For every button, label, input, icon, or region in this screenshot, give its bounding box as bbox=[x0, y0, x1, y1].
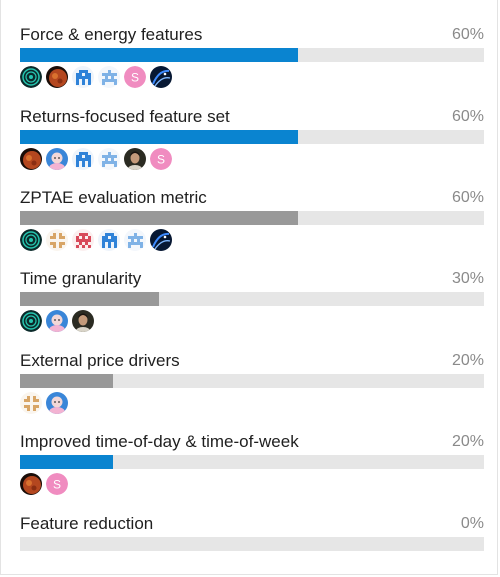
pixel-blue-avatar[interactable] bbox=[72, 66, 94, 88]
poll-option[interactable]: ZPTAE evaluation metric 60% bbox=[20, 187, 484, 251]
pixel-tan-avatar[interactable] bbox=[20, 392, 42, 414]
pixel-blue-avatar[interactable] bbox=[72, 148, 94, 170]
poll-option-label: ZPTAE evaluation metric bbox=[20, 188, 207, 207]
voter-avatars: S bbox=[20, 148, 172, 170]
poll-option-label: Feature reduction bbox=[20, 514, 154, 533]
poll-option-header: Improved time-of-day & time-of-week 20% bbox=[20, 431, 484, 455]
cartoon-avatar[interactable] bbox=[46, 148, 68, 170]
poll-progress-fill bbox=[20, 455, 113, 469]
svg-text:S: S bbox=[53, 478, 61, 492]
poll-progress-track bbox=[20, 211, 484, 225]
poll-option[interactable]: Time granularity 30% bbox=[20, 268, 484, 332]
photo-person-avatar[interactable] bbox=[72, 310, 94, 332]
poll-progress-track bbox=[20, 292, 484, 306]
poll-option-header: Feature reduction 0% bbox=[20, 513, 484, 537]
poll-option-label: Time granularity bbox=[20, 269, 142, 288]
poll-option[interactable]: Feature reduction 0% bbox=[20, 513, 484, 551]
pixel-tan-avatar[interactable] bbox=[46, 229, 68, 251]
poll-option-header: Returns-focused feature set 60% bbox=[20, 106, 484, 130]
galaxy-avatar[interactable] bbox=[150, 66, 172, 88]
poll-option-label: Force & energy features bbox=[20, 25, 203, 44]
poll-progress-track bbox=[20, 48, 484, 62]
poll-option[interactable]: External price drivers 20% bbox=[20, 350, 484, 414]
poll-progress-track bbox=[20, 537, 484, 551]
poll-progress-fill bbox=[20, 292, 160, 306]
poll-option-header: Force & energy features 60% bbox=[20, 24, 484, 48]
poll-option-label: Improved time-of-day & time-of-week bbox=[20, 432, 299, 451]
moon-avatar[interactable] bbox=[20, 148, 42, 170]
poll-option[interactable]: Improved time-of-day & time-of-week 20% S bbox=[20, 431, 484, 495]
pixel-blue-avatar[interactable] bbox=[98, 229, 120, 251]
poll-option-percent: 60% bbox=[451, 26, 484, 43]
voter-avatars bbox=[20, 310, 94, 332]
letter-s-avatar[interactable]: S bbox=[124, 66, 146, 88]
cartoon-avatar[interactable] bbox=[46, 310, 68, 332]
voter-avatars bbox=[20, 392, 68, 414]
poll-option-label: External price drivers bbox=[20, 351, 180, 370]
pixel-blue-light-avatar[interactable] bbox=[98, 66, 120, 88]
poll-progress-fill bbox=[20, 130, 299, 144]
poll-progress-track bbox=[20, 374, 484, 388]
poll-progress-fill bbox=[20, 211, 299, 225]
poll-progress-track bbox=[20, 455, 484, 469]
cartoon-avatar[interactable] bbox=[46, 392, 68, 414]
poll-option-percent: 0% bbox=[460, 515, 484, 532]
target-avatar[interactable] bbox=[20, 229, 42, 251]
poll-option-header: Time granularity 30% bbox=[20, 268, 484, 292]
poll-option[interactable]: Force & energy features 60% S bbox=[20, 24, 484, 88]
letter-s-avatar[interactable]: S bbox=[150, 148, 172, 170]
poll-progress-fill bbox=[20, 48, 299, 62]
moon-avatar[interactable] bbox=[20, 473, 42, 495]
poll-option[interactable]: Returns-focused feature set 60% S bbox=[20, 106, 484, 170]
letter-s-avatar[interactable]: S bbox=[46, 473, 68, 495]
pixel-blue-light-avatar[interactable] bbox=[98, 148, 120, 170]
voter-avatars bbox=[20, 229, 172, 251]
svg-text:S: S bbox=[131, 71, 139, 85]
poll-option-percent: 60% bbox=[451, 189, 484, 206]
poll-option-header: ZPTAE evaluation metric 60% bbox=[20, 187, 484, 211]
photo-person-avatar[interactable] bbox=[124, 148, 146, 170]
poll-option-percent: 30% bbox=[451, 270, 484, 287]
poll-option-percent: 20% bbox=[451, 433, 484, 450]
pixel-blue-light-avatar[interactable] bbox=[124, 229, 146, 251]
svg-text:S: S bbox=[157, 153, 165, 167]
poll-option-header: External price drivers 20% bbox=[20, 350, 484, 374]
poll-option-percent: 20% bbox=[451, 352, 484, 369]
poll-progress-track bbox=[20, 130, 484, 144]
pixel-red-avatar[interactable] bbox=[72, 229, 94, 251]
target-avatar[interactable] bbox=[20, 66, 42, 88]
galaxy-avatar[interactable] bbox=[150, 229, 172, 251]
poll-option-label: Returns-focused feature set bbox=[20, 107, 230, 126]
poll-progress-fill bbox=[20, 374, 113, 388]
target-avatar[interactable] bbox=[20, 310, 42, 332]
voter-avatars: S bbox=[20, 473, 68, 495]
moon-avatar[interactable] bbox=[46, 66, 68, 88]
voter-avatars: S bbox=[20, 66, 172, 88]
poll-option-percent: 60% bbox=[451, 108, 484, 125]
